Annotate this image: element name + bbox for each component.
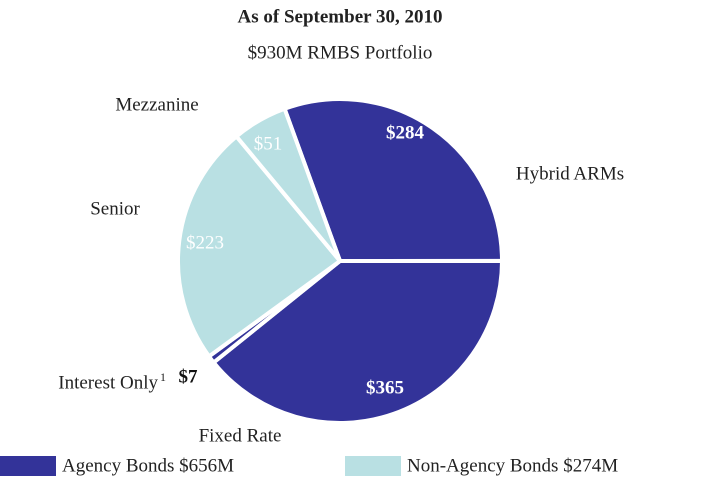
value-label: $7 [179, 366, 199, 387]
footnote-mark: 1 [160, 370, 166, 384]
legend-swatch [345, 456, 401, 476]
chart-title: As of September 30, 2010 [238, 6, 443, 27]
value-label: $51 [254, 133, 283, 154]
chart-subtitle: $930M RMBS Portfolio [248, 42, 433, 63]
value-label: $284 [386, 122, 425, 143]
category-label: Senior [90, 198, 140, 219]
legend-label: Non-Agency Bonds $274M [407, 455, 618, 476]
category-label: Mezzanine [115, 94, 198, 115]
pie-slice [210, 258, 505, 425]
category-label: Hybrid ARMs [516, 163, 624, 184]
legend-swatch [0, 456, 56, 476]
pie-slice [282, 97, 505, 264]
value-label: $365 [366, 377, 404, 398]
value-label: $223 [186, 232, 224, 253]
pie-slice [176, 133, 343, 360]
pie-slice [233, 106, 342, 263]
legend-label: Agency Bonds $656M [62, 455, 234, 476]
category-label: Fixed Rate [199, 425, 282, 446]
category-label: Interest Only [58, 372, 158, 393]
